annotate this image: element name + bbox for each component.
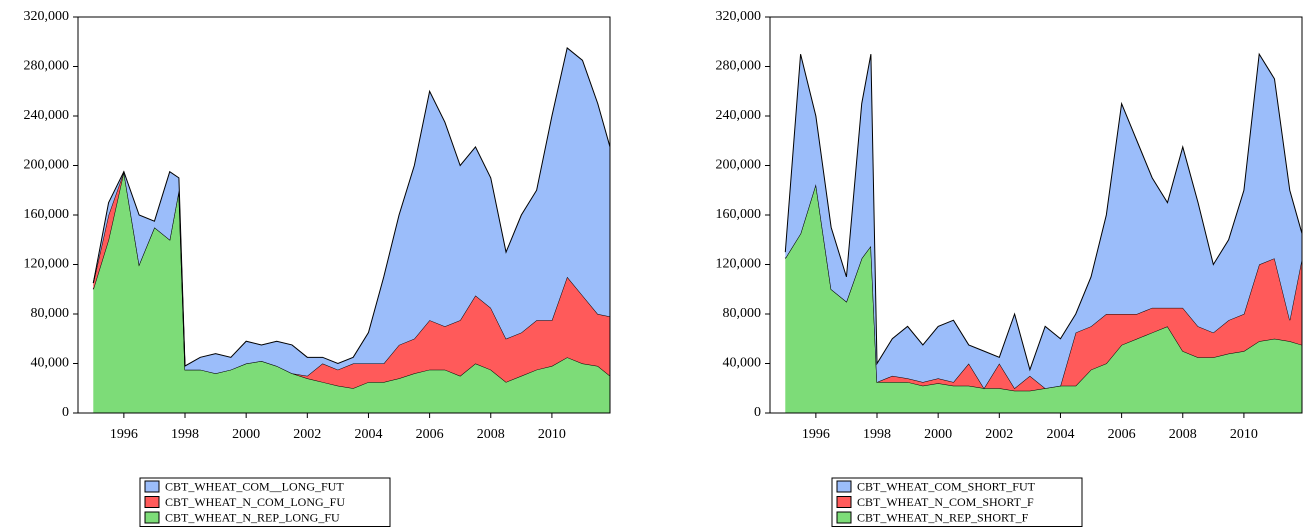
x-tick-label: 2008 <box>477 427 505 442</box>
x-tick-label: 2010 <box>538 427 566 442</box>
y-tick-label: 40,000 <box>31 356 70 371</box>
x-tick-label: 1996 <box>110 427 138 442</box>
x-tick-label: 2006 <box>1108 427 1136 442</box>
y-tick-label: 120,000 <box>24 257 70 272</box>
x-tick-label: 2004 <box>354 427 382 442</box>
legend-label: CBT_WHEAT_COM_SHORT_FUT <box>857 480 1036 494</box>
x-tick-label: 1998 <box>171 427 199 442</box>
x-tick-label: 2004 <box>1046 427 1074 442</box>
legend-label: CBT_WHEAT_N_COM_LONG_FU <box>165 495 345 509</box>
area-edge <box>784 52 1303 372</box>
legend-swatch <box>836 496 852 508</box>
y-tick-label: 120,000 <box>716 257 762 272</box>
y-tick-label: 240,000 <box>24 108 70 123</box>
chart: 0 40,000 80,000 120,000 160,000 200,000 240,00… <box>24 9 611 527</box>
y-tick-label: 280,000 <box>716 59 762 74</box>
y-tick-label: 0 <box>62 405 69 420</box>
legend-label: CBT_WHEAT_N_REP_SHORT_F <box>857 511 1029 525</box>
legend-swatch <box>144 480 160 493</box>
x-tick-label: 1998 <box>863 427 891 442</box>
y-tick-label: 320,000 <box>716 9 762 24</box>
legend-label: CBT_WHEAT_COM__LONG_FUT <box>165 480 344 494</box>
area <box>785 54 1302 389</box>
y-tick-label: 280,000 <box>24 59 70 74</box>
y-tick-label: 160,000 <box>24 207 70 222</box>
area <box>93 47 610 376</box>
x-tick-label: 2010 <box>1230 427 1258 442</box>
y-tick-label: 240,000 <box>716 108 762 123</box>
legend-swatch <box>836 511 852 524</box>
legend-swatch <box>144 511 160 524</box>
legend-label: CBT_WHEAT_N_COM_SHORT_F <box>857 495 1034 509</box>
area <box>93 171 610 389</box>
y-tick-label: 80,000 <box>31 306 70 321</box>
legend-label: CBT_WHEAT_N_REP_LONG_FU <box>165 511 340 525</box>
legend-swatch <box>836 480 852 493</box>
area-edge <box>92 47 611 367</box>
legend-swatch <box>144 496 160 508</box>
legend-box <box>831 477 1083 527</box>
x-tick-label: 2000 <box>232 427 260 442</box>
y-tick-label: 160,000 <box>716 207 762 222</box>
x-tick-label: 2002 <box>985 427 1013 442</box>
legend: CBT_WHEAT_COM__LONG_FUTCBT_WHEAT_N_COM_L… <box>139 477 391 527</box>
x-tick-label: 2006 <box>416 427 444 442</box>
y-tick-label: 200,000 <box>24 158 70 173</box>
x-tick-label: 2000 <box>924 427 952 442</box>
area <box>785 184 1302 413</box>
y-tick-label: 40,000 <box>723 356 762 371</box>
legend: CBT_WHEAT_COM_SHORT_FUTCBT_WHEAT_N_COM_S… <box>831 477 1083 527</box>
y-tick-label: 320,000 <box>24 9 70 24</box>
legend-box <box>139 477 391 527</box>
x-tick-label: 1996 <box>802 427 830 442</box>
chart: 0 40,000 80,000 120,000 160,000 200,000 240,00… <box>716 9 1303 527</box>
x-tick-label: 2002 <box>293 427 321 442</box>
x-tick-label: 2008 <box>1169 427 1197 442</box>
y-tick-label: 200,000 <box>716 158 762 173</box>
area <box>93 171 610 413</box>
y-tick-label: 80,000 <box>723 306 762 321</box>
y-tick-label: 0 <box>754 405 761 420</box>
